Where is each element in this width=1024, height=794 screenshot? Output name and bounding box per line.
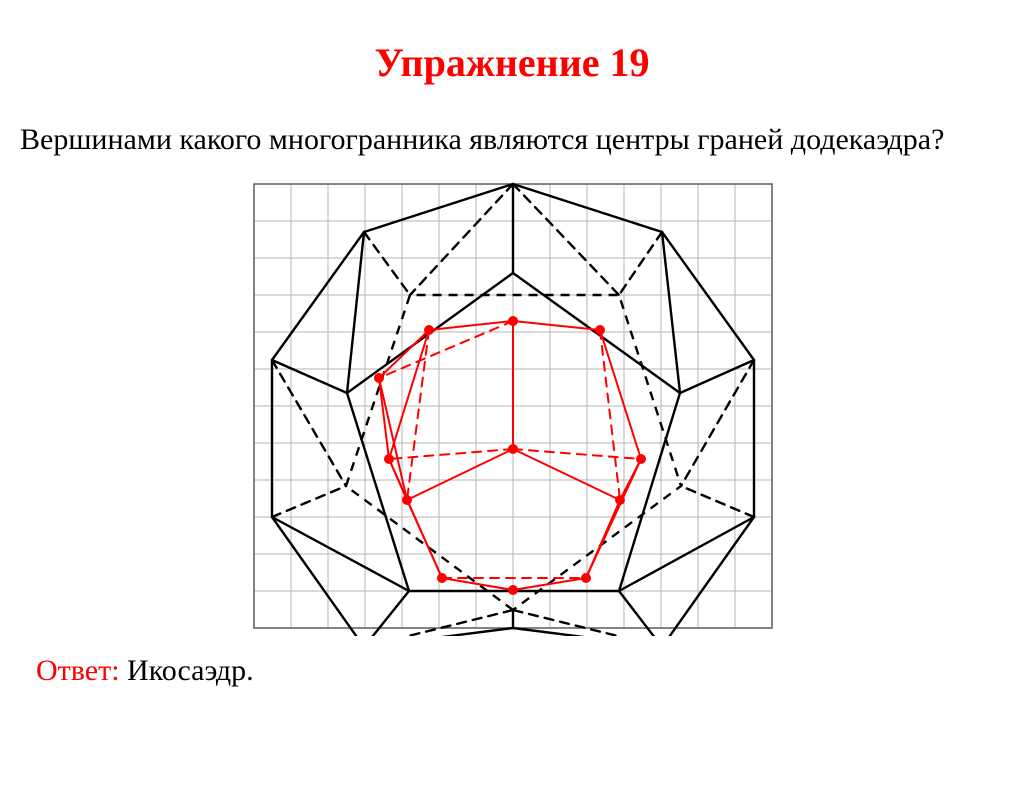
answer-label: Ответ:	[36, 654, 120, 687]
page-title: Упражнение 19	[0, 27, 1024, 86]
title-text: Упражнение 19	[374, 40, 649, 85]
answer-text: Икосаэдр.	[120, 654, 254, 687]
figure-container	[0, 176, 1024, 636]
question-text: Вершинами какого многогранника являются …	[0, 113, 1024, 159]
polyhedron-diagram	[242, 176, 782, 636]
answer-block: Ответ: Икосаэдр.	[0, 654, 1024, 688]
